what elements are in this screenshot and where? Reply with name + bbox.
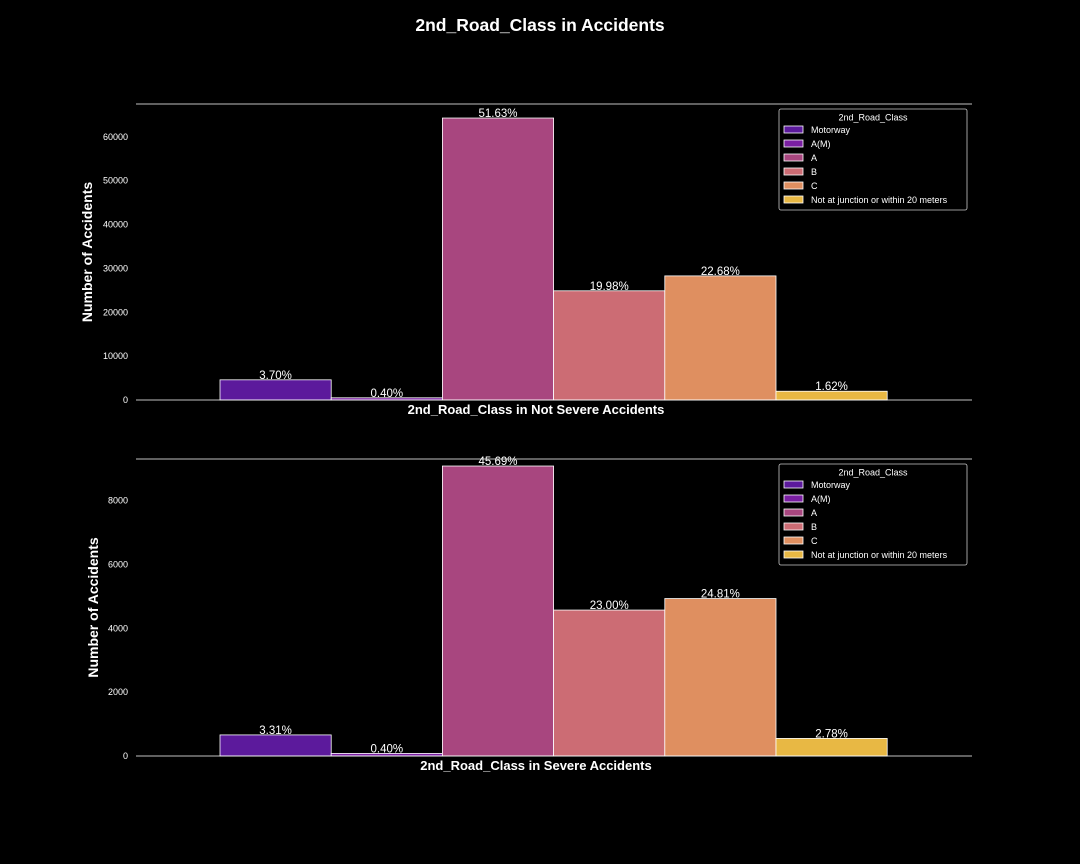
bar-value-label: 23.00% — [590, 600, 629, 612]
y-tick-label: 30000 — [103, 263, 128, 273]
legend-entry: C — [811, 536, 818, 546]
bar-value-label: 51.63% — [478, 108, 517, 120]
legend: 2nd_Road_Class Motorway A(M) ABC Not at junc… — [778, 108, 968, 211]
bar-a[interactable] — [441, 465, 554, 757]
chart-severe: 0 2000 4000 6000 8000 3.31% 0.40% 45.69% 23.00% 2… — [85, 456, 972, 773]
legend-swatch — [783, 480, 804, 489]
y-axis-label: Number of Accidents — [79, 182, 95, 322]
legend-entry: Motorway — [811, 125, 851, 135]
legend-swatch — [783, 550, 804, 559]
legend-entry: A(M) — [811, 494, 831, 504]
legend-title: 2nd_Road_Class — [838, 468, 908, 478]
chart-not-severe: 0 10000 20000 30000 40000 50000 60000 3.70% 0.40… — [79, 103, 972, 417]
legend-swatch — [783, 139, 804, 148]
bar-motorway[interactable] — [219, 379, 332, 401]
legend-entry: A(M) — [811, 139, 831, 149]
y-tick-label: 4000 — [108, 623, 128, 633]
y-tick-label: 40000 — [103, 220, 128, 230]
y-tick-label: 6000 — [108, 559, 128, 569]
bar-b[interactable] — [553, 609, 666, 757]
legend-entry: Not at junction or within 20 meters — [811, 195, 948, 205]
y-axis-label: Number of Accidents — [85, 537, 101, 677]
y-tick-label: 60000 — [103, 132, 128, 142]
bar-value-label: 3.70% — [259, 370, 292, 382]
legend-swatch — [783, 494, 804, 503]
bar-value-label: 0.40% — [370, 743, 403, 755]
legend: 2nd_Road_Class Motorway A(M) ABC Not at junc… — [778, 463, 968, 566]
bar-motorway[interactable] — [219, 734, 332, 757]
legend-swatch — [783, 522, 804, 531]
legend-swatch — [783, 195, 804, 204]
y-tick-label: 2000 — [108, 687, 128, 697]
legend-title: 2nd_Road_Class — [838, 113, 908, 123]
legend-frame — [778, 463, 968, 566]
legend-frame — [778, 108, 968, 211]
bar-value-label: 22.68% — [701, 266, 740, 278]
legend-swatch — [783, 153, 804, 162]
y-tick-label: 8000 — [108, 496, 128, 506]
y-tick-label: 10000 — [103, 351, 128, 361]
legend-swatch — [783, 508, 804, 517]
bar-b[interactable] — [553, 290, 666, 401]
bar-value-label: 19.98% — [590, 281, 629, 293]
legend-entry: Not at junction or within 20 meters — [811, 550, 948, 560]
legend-entry: A — [811, 153, 817, 163]
y-tick-label: 50000 — [103, 176, 128, 186]
bar-value-label: 45.69% — [478, 456, 517, 468]
y-tick-label: 20000 — [103, 307, 128, 317]
bar-value-label: 0.40% — [370, 388, 403, 400]
legend-swatch — [783, 536, 804, 545]
legend-swatch — [783, 125, 804, 134]
legend-entry: B — [811, 522, 817, 532]
legend-entry: C — [811, 181, 818, 191]
bar-value-label: 24.81% — [701, 589, 740, 601]
bar-a[interactable] — [441, 117, 554, 401]
y-tick-label: 0 — [123, 751, 128, 761]
bar-c[interactable] — [664, 598, 777, 757]
x-axis-label: 2nd_Road_Class in Not Severe Accidents — [408, 402, 665, 417]
legend-swatch — [783, 167, 804, 176]
bar-not-at-junction-or-within-20-meters[interactable] — [775, 738, 888, 757]
legend-entry: B — [811, 167, 817, 177]
y-tick-label: 0 — [123, 395, 128, 405]
bar-c[interactable] — [664, 275, 777, 401]
bar-value-label: 1.62% — [815, 381, 848, 393]
x-axis-label: 2nd_Road_Class in Severe Accidents — [420, 758, 651, 773]
legend-swatch — [783, 181, 804, 190]
legend-entry: Motorway — [811, 480, 851, 490]
legend-entry: A — [811, 508, 817, 518]
bar-value-label: 3.31% — [259, 725, 292, 737]
bar-value-label: 2.78% — [815, 728, 848, 740]
figure-title: 2nd_Road_Class in Accidents — [415, 15, 665, 35]
